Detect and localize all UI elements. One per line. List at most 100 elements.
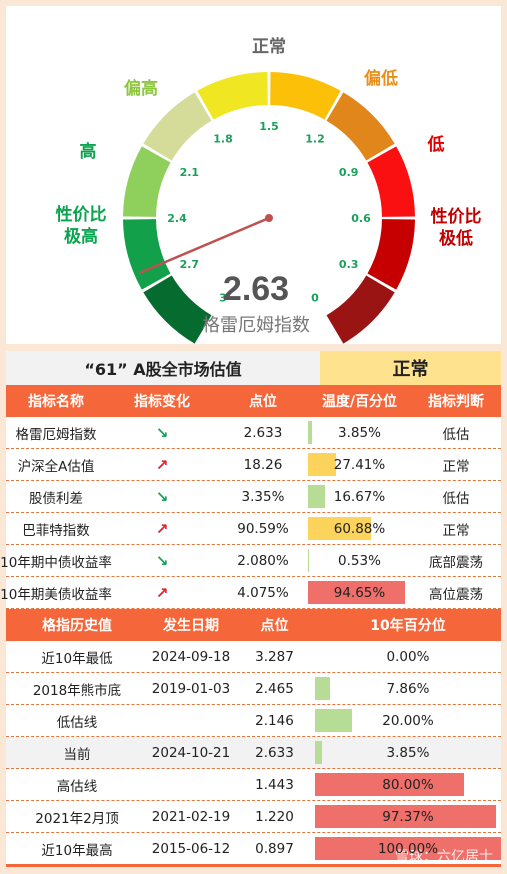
history-percentile-cell: 97.37% xyxy=(315,801,501,832)
gauge-segment xyxy=(367,146,415,217)
gauge-tick-label: 2.4 xyxy=(167,212,187,225)
table-row: 股债利差 ↘ 3.35% 16.67% 低估 xyxy=(6,481,501,513)
history-value: 2.465 xyxy=(255,680,294,697)
percentile-bar xyxy=(308,485,326,508)
indicator-value: 90.59% xyxy=(237,520,289,537)
trend-arrow-icon: ↘ xyxy=(155,551,169,570)
col-header-date: 发生日期 xyxy=(163,618,219,634)
history-date xyxy=(148,769,234,800)
percentile-value: 97.37% xyxy=(382,808,434,825)
indicator-name: 格雷厄姆指数 xyxy=(15,426,97,443)
indicator-name: 股债利差 xyxy=(29,490,83,507)
percentile-value: 3.85% xyxy=(338,424,381,441)
percentile-value: 7.86% xyxy=(386,680,430,697)
gauge-tick-label: 2.7 xyxy=(180,258,200,271)
table-row: 高估线 1.443 80.00% xyxy=(6,769,501,801)
col-header-name: 指标名称 xyxy=(28,394,84,410)
trend-cell: ↘ xyxy=(106,417,218,448)
trend-cell: ↘ xyxy=(106,545,218,576)
trend-arrow-icon: ↗ xyxy=(155,519,169,538)
judgement: 正常 xyxy=(442,458,470,475)
history-value: 1.443 xyxy=(255,776,294,793)
indicator-value: 4.075% xyxy=(237,584,289,601)
trend-arrow-icon: ↗ xyxy=(155,455,169,474)
gauge-panel: 3 2.7 2.4 2.1 1.8 1.5 1.2 0.9 0.6 0.3 0 性价比 极高 高 偏高 正… xyxy=(6,6,501,344)
gauge-needle xyxy=(138,216,270,275)
history-value: 2.633 xyxy=(255,744,294,761)
percentile-bar xyxy=(315,741,323,764)
indicator-name: 10年期中债收益率 xyxy=(0,554,112,571)
percentile-bar xyxy=(308,421,312,444)
percentile-bar xyxy=(315,709,353,732)
gauge-segment xyxy=(367,219,415,290)
history-value: 2.146 xyxy=(255,712,294,729)
current-row: 当前 2024-10-21 2.633 3.85% xyxy=(6,737,501,769)
indicator-value: 18.26 xyxy=(243,456,283,473)
gauge-tick-label: 1.8 xyxy=(213,132,233,145)
gauge-zone-label: 低 xyxy=(427,135,445,155)
history-name: 高估线 xyxy=(56,778,98,795)
gauge-zone-label: 性价比 极低 xyxy=(430,207,482,249)
valuation-header-row: 指标名称 指标变化 点位 温度/百分位 指标判断 xyxy=(6,385,501,417)
history-value: 0.897 xyxy=(255,840,294,857)
gauge-segment xyxy=(326,275,395,344)
table-row: 沪深全A估值 ↗ 18.26 27.41% 正常 xyxy=(6,449,501,481)
table-row: 近10年最低 2024-09-18 3.287 0.00% xyxy=(6,641,501,673)
percentile-value: 94.65% xyxy=(333,584,386,601)
history-name: 2018年熊市底 xyxy=(32,682,122,699)
history-name: 近10年最高 xyxy=(41,842,113,859)
percentile-value: 20.00% xyxy=(382,712,434,729)
percentile-cell: 0.53% xyxy=(308,545,411,576)
history-percentile-cell: 0.00% xyxy=(315,641,501,672)
history-value: 1.220 xyxy=(255,808,294,825)
percentile-value: 0.53% xyxy=(338,552,381,569)
history-name: 近10年最低 xyxy=(41,650,113,667)
percentile-cell: 27.41% xyxy=(308,449,411,480)
gauge-needle-hub xyxy=(265,214,273,222)
col-header-trend: 指标变化 xyxy=(134,394,190,410)
history-date: 2021-02-19 xyxy=(151,808,231,825)
percentile-cell: 94.65% xyxy=(308,577,411,608)
gauge-chart: 3 2.7 2.4 2.1 1.8 1.5 1.2 0.9 0.6 0.3 0 xyxy=(123,72,415,344)
col-header-judgement: 指标判断 xyxy=(428,394,484,410)
percentile-value: 16.67% xyxy=(333,488,386,505)
table-row: 2021年2月顶 2021-02-19 1.220 97.37% xyxy=(6,801,501,833)
gauge-value: 2.63 xyxy=(222,270,290,308)
history-header-row: 格指历史值 发生日期 点位 10年百分位 xyxy=(6,609,501,641)
col-header-value: 点位 xyxy=(249,394,277,410)
gauge-zone-label: 正常 xyxy=(252,37,286,57)
history-percentile-cell: 3.85% xyxy=(315,737,501,768)
col-header-percentile: 温度/百分位 xyxy=(321,394,398,410)
history-name: 低估线 xyxy=(56,714,98,731)
gauge-tick-label: 0.6 xyxy=(351,212,371,225)
bottom-divider xyxy=(6,864,501,867)
percentile-value: 27.41% xyxy=(333,456,386,473)
col-header-history-name: 格指历史值 xyxy=(42,618,112,634)
indicator-value: 2.633 xyxy=(243,424,283,441)
trend-cell: ↗ xyxy=(106,449,218,480)
history-date: 2019-01-03 xyxy=(151,680,231,697)
gauge-tick-label: 0.3 xyxy=(339,258,359,271)
indicator-name: 巴菲特指数 xyxy=(22,522,90,539)
percentile-value: 60.88% xyxy=(333,520,386,537)
percentile-bar xyxy=(308,581,406,604)
gauge-zone-label: 偏低 xyxy=(364,69,398,89)
history-date: 2024-09-18 xyxy=(151,648,231,665)
col-header-10y-percentile: 10年百分位 xyxy=(370,618,446,634)
table-row: 格雷厄姆指数 ↘ 2.633 3.85% 低估 xyxy=(6,417,501,449)
trend-arrow-icon: ↘ xyxy=(155,423,169,442)
gauge-tick-label: 0.9 xyxy=(339,166,359,179)
gauge-zone-label: 高 xyxy=(79,142,97,162)
percentile-bar xyxy=(315,773,464,796)
trend-cell: ↘ xyxy=(106,481,218,512)
table-row: 10年期中债收益率 ↘ 2.080% 0.53% 底部震荡 xyxy=(0,545,501,577)
judgement: 底部震荡 xyxy=(429,554,483,571)
history-value: 3.287 xyxy=(255,648,294,665)
table-row: 巴菲特指数 ↗ 90.59% 60.88% 正常 xyxy=(6,513,501,545)
percentile-bar xyxy=(315,805,497,828)
watermark: 雪球：六亿居士 xyxy=(395,849,493,865)
trend-arrow-icon: ↘ xyxy=(155,487,169,506)
gauge-segment xyxy=(326,92,395,161)
history-percentile-cell: 80.00% xyxy=(315,769,501,800)
percentile-cell: 3.85% xyxy=(308,417,411,448)
